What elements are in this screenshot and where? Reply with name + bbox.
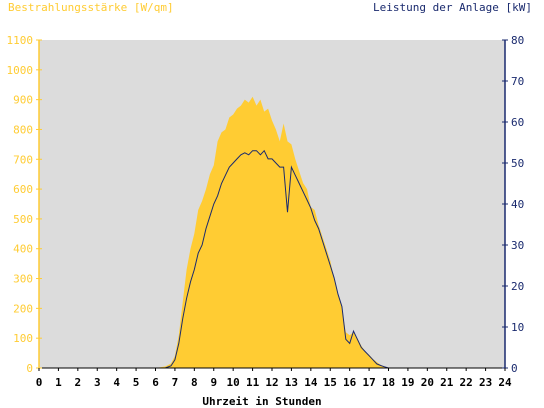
x-tick-label: 13 [285, 376, 298, 389]
left-tick-label: 500 [13, 213, 33, 226]
x-tick-label: 17 [362, 376, 375, 389]
x-tick-label: 15 [324, 376, 337, 389]
left-tick-label: 1100 [7, 34, 34, 47]
x-tick-label: 14 [304, 376, 318, 389]
x-tick-label: 3 [94, 376, 101, 389]
x-tick-label: 11 [246, 376, 260, 389]
left-tick-label: 800 [13, 123, 33, 136]
right-tick-label: 70 [511, 75, 524, 88]
x-tick-label: 10 [227, 376, 240, 389]
left-tick-label: 100 [13, 332, 33, 345]
x-tick-label: 12 [265, 376, 278, 389]
x-tick-label: 2 [75, 376, 82, 389]
x-tick-label: 18 [382, 376, 395, 389]
right-tick-label: 0 [511, 362, 518, 375]
right-tick-label: 20 [511, 280, 524, 293]
x-tick-label: 4 [113, 376, 120, 389]
x-axis-title: Uhrzeit in Stunden [202, 395, 321, 408]
x-tick-label: 23 [479, 376, 492, 389]
x-tick-label: 6 [152, 376, 159, 389]
left-tick-label: 400 [13, 243, 33, 256]
x-tick-label: 21 [440, 376, 454, 389]
x-tick-label: 7 [172, 376, 179, 389]
x-tick-label: 1 [55, 376, 62, 389]
x-tick-label: 5 [133, 376, 140, 389]
right-tick-label: 30 [511, 239, 524, 252]
right-tick-label: 10 [511, 321, 524, 334]
left-tick-label: 0 [26, 362, 33, 375]
right-tick-label: 40 [511, 198, 524, 211]
left-tick-label: 600 [13, 183, 33, 196]
x-tick-label: 22 [460, 376, 473, 389]
x-tick-label: 24 [498, 376, 512, 389]
right-tick-label: 50 [511, 157, 524, 170]
left-tick-label: 700 [13, 153, 33, 166]
power-line [39, 149, 505, 369]
x-tick-label: 16 [343, 376, 357, 389]
left-tick-label: 900 [13, 94, 33, 107]
right-tick-label: 60 [511, 116, 524, 129]
irradiance-area [39, 96, 505, 368]
x-tick-label: 0 [36, 376, 43, 389]
right-tick-label: 80 [511, 34, 524, 47]
left-tick-label: 300 [13, 273, 33, 286]
left-tick-label: 1000 [7, 64, 34, 77]
right-axis-title: Leistung der Anlage [kW] [373, 1, 532, 14]
x-tick-label: 8 [191, 376, 198, 389]
x-tick-label: 20 [421, 376, 434, 389]
left-axis-title: Bestrahlungsstärke [W/qm] [8, 1, 174, 14]
x-tick-label: 19 [401, 376, 414, 389]
x-tick-label: 9 [210, 376, 217, 389]
left-tick-label: 200 [13, 302, 33, 315]
